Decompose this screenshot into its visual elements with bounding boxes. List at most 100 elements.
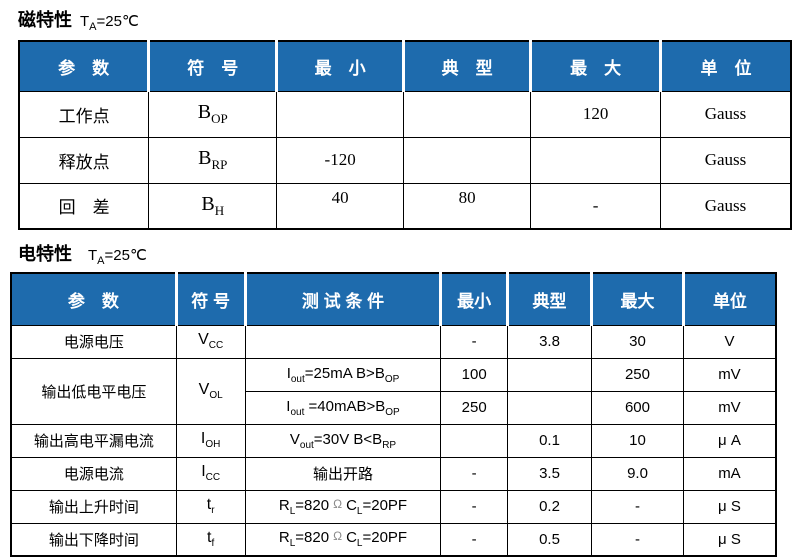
table-row: 工作点 BOP 120 Gauss bbox=[18, 90, 792, 138]
cell-unit: mV bbox=[682, 390, 777, 425]
col-header-unit: 单位 bbox=[681, 272, 776, 326]
magnetic-title-condition: TA=25℃ bbox=[80, 13, 139, 33]
cell-condition: Iout=25mA B>BOP bbox=[244, 357, 442, 392]
cell-param: 电源电压 bbox=[10, 324, 177, 359]
condition-base: T bbox=[80, 13, 90, 30]
cell-param: 输出上升时间 bbox=[10, 489, 177, 524]
cell-max: - bbox=[591, 489, 684, 524]
cell-condition: 输出开路 bbox=[244, 456, 442, 491]
col-header-typ: 典 型 bbox=[401, 40, 531, 92]
cell-param: 释放点 bbox=[18, 136, 150, 184]
cell-typ bbox=[506, 390, 593, 425]
cell-typ: 3.5 bbox=[506, 456, 593, 491]
cell-unit: μ A bbox=[682, 423, 777, 458]
cell-min: - bbox=[440, 456, 508, 491]
cell-symbol: tf bbox=[175, 522, 246, 557]
cell-symbol: IOH bbox=[175, 423, 246, 458]
cell-unit: Gauss bbox=[659, 182, 792, 230]
condition-subscript: A bbox=[97, 255, 105, 267]
electrical-section-title: 电特性 TA=25℃ bbox=[18, 240, 147, 267]
col-header-max: 最 大 bbox=[529, 40, 661, 92]
col-header-param: 参 数 bbox=[19, 40, 149, 92]
col-header-test-condition: 测 试 条 件 bbox=[243, 272, 441, 326]
cell-typ: 0.2 bbox=[506, 489, 593, 524]
cell-max: - bbox=[591, 522, 684, 557]
cell-unit: μ S bbox=[682, 522, 777, 557]
cell-min: 250 bbox=[440, 390, 508, 425]
cell-param: 输出高电平漏电流 bbox=[10, 423, 177, 458]
table-row: 电源电流 ICC 输出开路 - 3.5 9.0 mA bbox=[10, 456, 777, 491]
cell-param: 输出低电平电压 bbox=[10, 357, 177, 425]
cell-param: 回 差 bbox=[18, 182, 150, 230]
cell-min: -120 bbox=[276, 136, 404, 184]
cell-symbol: tr bbox=[175, 489, 246, 524]
table-row: 回 差 BH 40 80 - Gauss bbox=[18, 182, 792, 230]
magnetic-title-text: 磁特性 bbox=[18, 10, 72, 30]
cell-typ bbox=[402, 90, 532, 138]
cell-max: 10 bbox=[591, 423, 684, 458]
cell-condition: RL=820 Ω CL=20PF bbox=[244, 489, 442, 524]
cell-unit: Gauss bbox=[659, 90, 792, 138]
cell-condition: RL=820 Ω CL=20PF bbox=[244, 522, 442, 557]
cell-min: - bbox=[440, 489, 508, 524]
condition-base: T bbox=[88, 247, 98, 264]
cell-condition: Iout =40mAB>BOP bbox=[244, 390, 442, 425]
col-header-param: 参 数 bbox=[11, 272, 177, 326]
magnetic-section-title: 磁特性 TA=25℃ bbox=[18, 6, 139, 33]
cell-param: 工作点 bbox=[18, 90, 150, 138]
col-header-symbol: 符 号 bbox=[174, 272, 246, 326]
col-header-typ: 典型 bbox=[505, 272, 592, 326]
table-row: 电源电压 VCC - 3.8 30 V bbox=[10, 324, 777, 359]
cell-min: 40 bbox=[276, 182, 404, 230]
electrical-title-text: 电特性 bbox=[18, 244, 72, 264]
cell-condition bbox=[244, 324, 442, 359]
electrical-title-condition: TA=25℃ bbox=[88, 247, 147, 267]
table-row: 释放点 BRP -120 Gauss bbox=[18, 136, 792, 184]
cell-symbol: ICC bbox=[175, 456, 246, 491]
table-row: 输出高电平漏电流 IOH Vout=30V B<BRP 0.1 10 μ A bbox=[10, 423, 777, 458]
cell-typ bbox=[506, 357, 593, 392]
cell-condition: Vout=30V B<BRP bbox=[244, 423, 442, 458]
cell-symbol: VOL bbox=[175, 357, 246, 425]
condition-value: =25℃ bbox=[96, 13, 139, 30]
col-header-min: 最小 bbox=[439, 272, 508, 326]
col-header-min: 最 小 bbox=[275, 40, 404, 92]
cell-max bbox=[530, 136, 661, 184]
cell-symbol: BRP bbox=[148, 136, 278, 184]
cell-unit: Gauss bbox=[659, 136, 792, 184]
cell-typ: 0.1 bbox=[506, 423, 593, 458]
cell-max: 250 bbox=[591, 357, 684, 392]
cell-typ: 80 bbox=[402, 182, 532, 230]
table-header-row: 参 数 符 号 最 小 典 型 最 大 单 位 bbox=[19, 40, 791, 92]
cell-min: - bbox=[440, 522, 508, 557]
cell-unit: mA bbox=[682, 456, 777, 491]
cell-max: 120 bbox=[530, 90, 661, 138]
condition-value: =25℃ bbox=[104, 247, 147, 264]
cell-typ bbox=[402, 136, 532, 184]
magnetic-characteristics-table: 参 数 符 号 最 小 典 型 最 大 单 位 工作点 BOP 120 Gaus… bbox=[18, 40, 792, 230]
col-header-symbol: 符 号 bbox=[147, 40, 277, 92]
cell-unit: μ S bbox=[682, 489, 777, 524]
table-header-row: 参 数 符 号 测 试 条 件 最小 典型 最大 单位 bbox=[11, 272, 776, 326]
col-header-unit: 单 位 bbox=[658, 40, 791, 92]
cell-max: - bbox=[530, 182, 661, 230]
table-row: 输出下降时间 tf RL=820 Ω CL=20PF - 0.5 - μ S bbox=[10, 522, 777, 557]
electrical-characteristics-table: 参 数 符 号 测 试 条 件 最小 典型 最大 单位 电源电压 VCC - 3… bbox=[10, 272, 777, 557]
cell-min: - bbox=[440, 324, 508, 359]
col-header-max: 最大 bbox=[590, 272, 684, 326]
cell-min bbox=[440, 423, 508, 458]
cell-param: 电源电流 bbox=[10, 456, 177, 491]
table-row: 输出低电平电压 VOL Iout=25mA B>BOP 100 250 mV bbox=[10, 357, 777, 425]
cell-typ: 3.8 bbox=[506, 324, 593, 359]
cell-max: 9.0 bbox=[591, 456, 684, 491]
cell-min bbox=[276, 90, 404, 138]
condition-subscript: A bbox=[89, 21, 97, 33]
cell-symbol: BOP bbox=[148, 90, 278, 138]
cell-symbol: BH bbox=[148, 182, 278, 230]
cell-max: 600 bbox=[591, 390, 684, 425]
cell-unit: mV bbox=[682, 357, 777, 392]
table-row: 输出上升时间 tr RL=820 Ω CL=20PF - 0.2 - μ S bbox=[10, 489, 777, 524]
cell-min: 100 bbox=[440, 357, 508, 392]
cell-param: 输出下降时间 bbox=[10, 522, 177, 557]
cell-max: 30 bbox=[591, 324, 684, 359]
